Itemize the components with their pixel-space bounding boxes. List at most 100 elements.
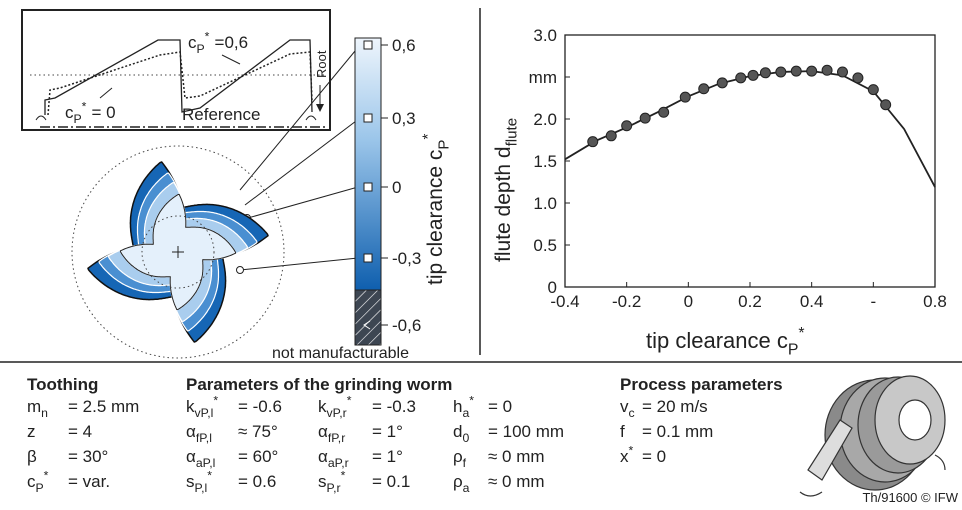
profile-label-sup: * <box>205 29 210 43</box>
colorbar-note: not manufacturable <box>272 345 409 362</box>
section-title: Parameters of the grinding worm <box>186 375 452 394</box>
param-sym: d <box>453 422 462 441</box>
param-sup: * <box>629 443 634 457</box>
data-point <box>639 112 651 124</box>
data-point <box>716 77 728 89</box>
colorbar-title: tip clearance cP* <box>420 134 453 285</box>
profile-box <box>21 9 331 131</box>
colorbar-tick <box>363 113 373 123</box>
x-tick-label: 0.4 <box>800 292 824 311</box>
param: vc = 20 m/s <box>620 397 708 420</box>
data-point <box>587 136 599 148</box>
param-sym: α <box>318 422 328 441</box>
colorbar-title-sup: * <box>420 134 437 140</box>
data-point <box>759 67 771 79</box>
param: αaP,l = 60° <box>186 447 278 470</box>
param-val: = var. <box>68 472 110 491</box>
param-sub: n <box>41 406 48 420</box>
y-axis-label-sym: flute depth d <box>492 146 515 262</box>
param: αfP,r = 1° <box>318 422 403 445</box>
param-sub: aP,r <box>328 456 349 470</box>
param: z = 4 <box>27 422 92 441</box>
profile-label: cP* =0,6 <box>188 29 248 56</box>
colorbar-tick <box>363 320 371 330</box>
x-axis-label-sup: * <box>798 325 804 342</box>
param-sub: P,l <box>195 481 208 495</box>
colorbar-title-sub: P <box>435 140 452 150</box>
param-sup: * <box>469 393 474 407</box>
param-val: = 20 m/s <box>642 397 708 416</box>
profile-label-sym: c <box>188 33 197 52</box>
param-sym: x <box>620 447 629 466</box>
data-point <box>775 66 787 78</box>
param-sym: v <box>620 397 629 416</box>
x-axis-label: tip clearance cP* <box>646 325 805 359</box>
param: d0 = 100 mm <box>453 422 564 445</box>
param: sP,r* = 0.1 <box>318 468 410 495</box>
param-sym: α <box>186 447 196 466</box>
colorbar-tick <box>363 253 373 263</box>
data-point <box>880 99 892 111</box>
param-val: = 0 <box>488 397 512 416</box>
param-val: = -0.6 <box>238 397 282 416</box>
y-tick-label: 0.5 <box>533 236 557 255</box>
colorbar-tick <box>363 40 373 50</box>
x-tick-label: - <box>870 292 876 311</box>
profile-label: Reference <box>182 105 260 124</box>
param-sup: * <box>347 393 352 407</box>
data-point <box>821 64 833 76</box>
param-sub: a <box>462 406 469 420</box>
param: mn = 2.5 mm <box>27 397 139 420</box>
param-sym: s <box>186 472 195 491</box>
param: kvP,r* = -0.3 <box>318 393 416 420</box>
param-sub: fP,r <box>328 431 345 445</box>
param-sub: a <box>463 481 470 495</box>
param-val: = -0.3 <box>372 397 416 416</box>
param-sym: z <box>27 422 36 441</box>
param-sym: k <box>186 397 195 416</box>
param: sP,l* = 0.6 <box>186 468 276 495</box>
param-val: = 30° <box>68 447 108 466</box>
param-sym: s <box>318 472 327 491</box>
param-val: = 0.1 mm <box>642 422 713 441</box>
profile-label-val: = 0 <box>92 103 116 122</box>
param-sub: vP,r <box>327 406 347 420</box>
param-val: = 1° <box>372 447 403 466</box>
param-val: = 4 <box>68 422 92 441</box>
profile-label-sym: c <box>65 103 74 122</box>
colorbar-label: 0,3 <box>392 109 416 128</box>
param-sub: P,r <box>327 481 341 495</box>
y-tick-label: 0 <box>548 278 557 297</box>
param-val: = 60° <box>238 447 278 466</box>
footer: Th/91600 © IFW <box>862 490 958 505</box>
colorbar-tick <box>363 182 373 192</box>
data-point <box>735 72 747 84</box>
param-sup: * <box>207 468 212 482</box>
profile-label-val: =0,6 <box>215 33 249 52</box>
param-sym: k <box>318 397 327 416</box>
param-val: = 0 <box>642 447 666 466</box>
data-point <box>747 69 759 81</box>
param-sym: ρ <box>453 472 463 491</box>
param-sub: aP,l <box>196 456 216 470</box>
curve <box>564 70 936 188</box>
data-point <box>605 130 617 142</box>
param-sub: c <box>629 406 635 420</box>
y-axis-label-sub: flute <box>503 118 520 147</box>
profile-label-sub: P <box>197 42 205 56</box>
profile-label-sub: P <box>74 112 82 126</box>
x-axis-label-sub: P <box>788 342 799 359</box>
colorbar-label: -0,6 <box>392 316 421 335</box>
param-sup: * <box>44 468 49 482</box>
x-tick-label: 0.8 <box>923 292 947 311</box>
outer-circle <box>71 145 285 359</box>
colorbar <box>354 37 382 346</box>
param-val: = 100 mm <box>488 422 564 441</box>
data-point <box>658 106 670 118</box>
x-tick-label: -0.2 <box>612 292 641 311</box>
param-sym: ρ <box>453 447 463 466</box>
param: x* = 0 <box>620 443 666 466</box>
y-tick-label: 1.5 <box>533 152 557 171</box>
x-tick-label: -0.4 <box>550 292 579 311</box>
